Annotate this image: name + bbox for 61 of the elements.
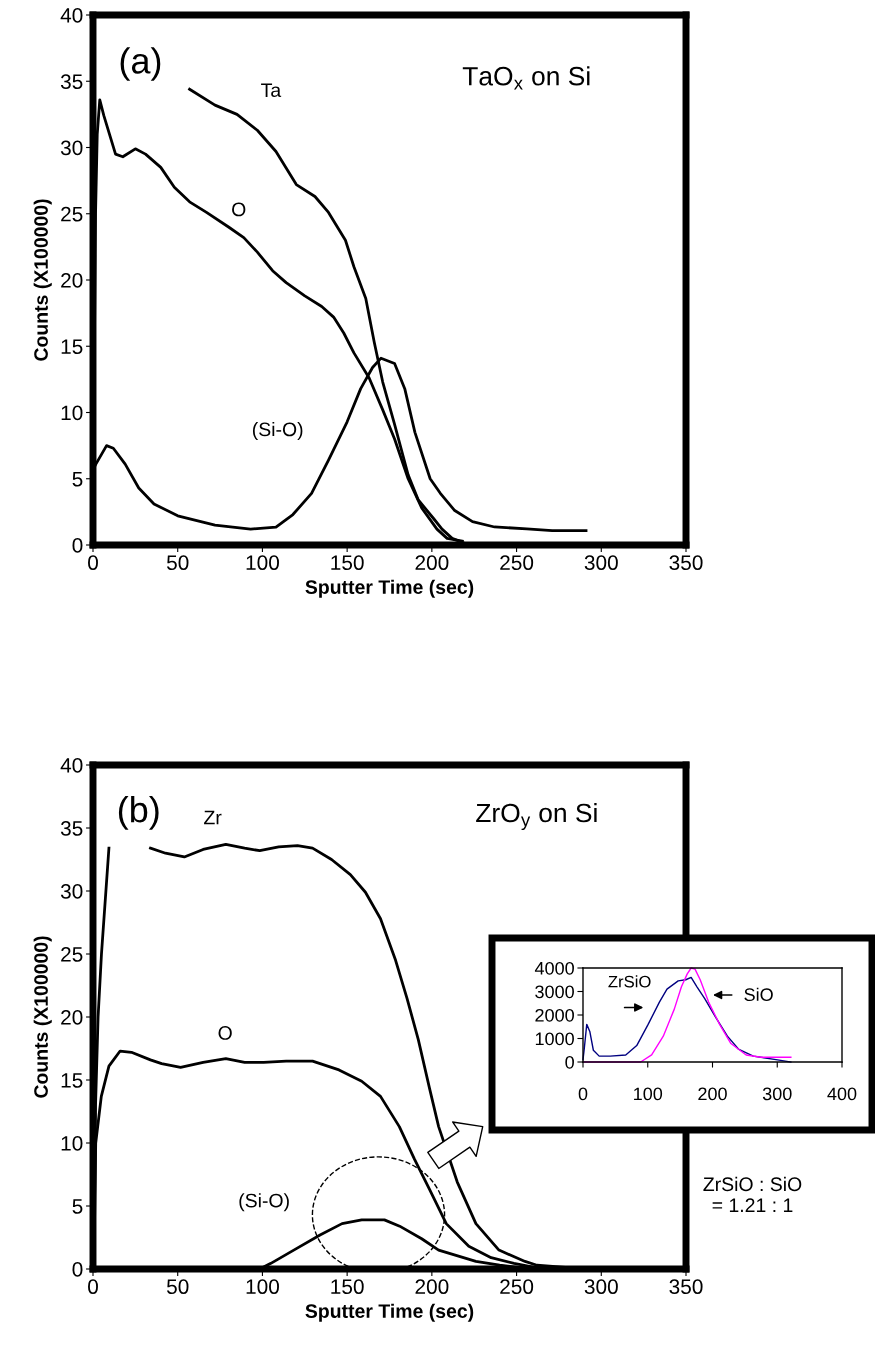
y-tick-label: 1000 [535, 1032, 574, 1046]
x-axis-title: Sputter Time (sec) [305, 579, 474, 598]
series-label: O [218, 1026, 232, 1040]
series-label: O [232, 202, 246, 217]
x-tick-label: 350 [669, 1279, 703, 1295]
x-tick-label: 150 [331, 555, 364, 571]
series-label: Zr [204, 810, 222, 825]
x-tick-label: 50 [166, 555, 189, 571]
y-tick-label: 25 [61, 206, 83, 222]
x-tick-label: 50 [166, 1279, 189, 1295]
y-tick-label: 5 [72, 471, 83, 487]
y-tick-label: 4000 [534, 961, 574, 975]
y-tick-label: 3000 [535, 985, 574, 999]
x-tick-label: 300 [584, 1279, 618, 1295]
y-tick-label: 10 [61, 1136, 83, 1151]
text: ZrSiO : SiO = 1.21 : 1 [703, 1176, 802, 1212]
x-tick-label: 100 [634, 1087, 663, 1101]
y-tick-label: 20 [61, 1010, 83, 1025]
y-tick-label: 0 [565, 1055, 574, 1069]
y-tick-label: 20 [61, 273, 83, 288]
y-tick-label: 30 [60, 884, 83, 899]
y-tick-label: 10 [61, 405, 83, 421]
y-tick-label: 0 [72, 1262, 83, 1277]
y-tick-label: 40 [60, 758, 83, 773]
annotation: ZrSiO [608, 975, 651, 988]
x-tick-label: 300 [762, 1087, 792, 1101]
y-axis-title: Counts (X100000) [33, 936, 52, 1098]
x-tick-label: 200 [415, 555, 449, 571]
x-axis-title: Sputter Time (sec) [305, 1303, 474, 1322]
y-tick-label: 15 [61, 339, 83, 354]
y-axis-title: Counts (X100000) [33, 199, 52, 361]
x-tick-label: 400 [827, 1087, 857, 1101]
annotation: ZrO$_{y}$ on Si [476, 802, 597, 831]
x-tick-label: 200 [415, 1279, 449, 1295]
y-tick-label: 35 [60, 74, 83, 89]
y-tick-label: 2000 [535, 1008, 574, 1022]
y-tick-label: 40 [60, 8, 83, 23]
x-tick-label: 100 [246, 555, 279, 571]
x-tick-label: 250 [500, 1279, 534, 1295]
annotation: (a) [120, 47, 161, 81]
y-tick-label: 5 [72, 1199, 83, 1214]
x-tick-label: 0 [578, 1087, 588, 1101]
x-tick-label: 200 [698, 1087, 727, 1101]
x-tick-label: 350 [669, 555, 703, 571]
series-label: (Si-O) [239, 1193, 289, 1212]
y-tick-label: 25 [61, 947, 83, 962]
x-tick-label: 100 [246, 1279, 279, 1295]
x-tick-label: 0 [88, 555, 98, 571]
annotation: SiO [744, 987, 773, 1002]
x-tick-label: 150 [331, 1279, 364, 1295]
y-tick-label: 30 [60, 140, 83, 156]
x-tick-label: 0 [88, 1279, 98, 1295]
y-tick-label: 15 [61, 1073, 83, 1088]
annotation: TaO$_{x}$ on Si [462, 66, 590, 90]
x-tick-label: 250 [500, 555, 534, 571]
annotation: (b) [118, 796, 159, 830]
x-tick-label: 300 [584, 555, 618, 571]
y-tick-label: 35 [60, 821, 83, 836]
series-label: (Si-O) [252, 421, 303, 441]
y-tick-label: 0 [72, 538, 83, 553]
series-label: Ta [261, 83, 282, 98]
